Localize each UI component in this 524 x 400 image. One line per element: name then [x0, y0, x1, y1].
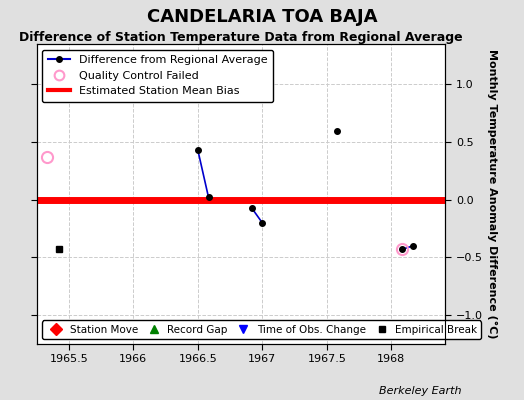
Legend: Station Move, Record Gap, Time of Obs. Change, Empirical Break: Station Move, Record Gap, Time of Obs. C…	[42, 320, 482, 339]
Text: CANDELARIA TOA BAJA: CANDELARIA TOA BAJA	[147, 8, 377, 26]
Title: Difference of Station Temperature Data from Regional Average: Difference of Station Temperature Data f…	[19, 31, 463, 44]
Text: Berkeley Earth: Berkeley Earth	[379, 386, 461, 396]
Y-axis label: Monthly Temperature Anomaly Difference (°C): Monthly Temperature Anomaly Difference (…	[487, 49, 497, 339]
